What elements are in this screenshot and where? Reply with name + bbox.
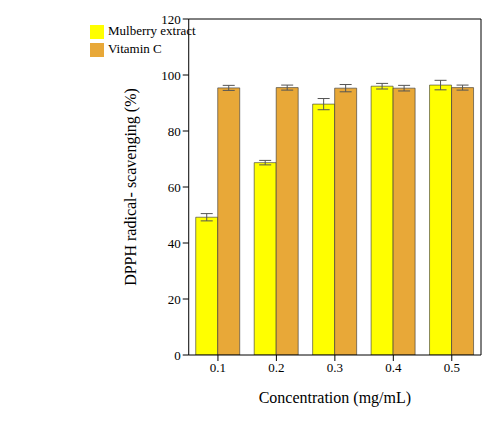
svg-text:40: 40 (168, 236, 181, 251)
svg-text:0.1: 0.1 (210, 360, 226, 375)
svg-text:0.5: 0.5 (444, 360, 460, 375)
svg-text:20: 20 (168, 292, 181, 307)
svg-text:0: 0 (174, 348, 181, 363)
html-text:Mulberry extract: Mulberry extract (108, 23, 196, 38)
svg-text:DPPH radical- scavenging (%): DPPH radical- scavenging (%) (122, 88, 140, 286)
svg-text:120: 120 (161, 12, 181, 27)
svg-text:80: 80 (168, 124, 181, 139)
svg-text:Concentration (mg/mL): Concentration (mg/mL) (259, 389, 411, 407)
svg-text:0.4: 0.4 (385, 360, 402, 375)
svg-text:60: 60 (168, 180, 181, 195)
svg-text:0.3: 0.3 (327, 360, 343, 375)
html-text:Vitamin C: Vitamin C (108, 41, 162, 56)
svg-text:0.2: 0.2 (268, 360, 284, 375)
svg-text:100: 100 (161, 68, 181, 83)
